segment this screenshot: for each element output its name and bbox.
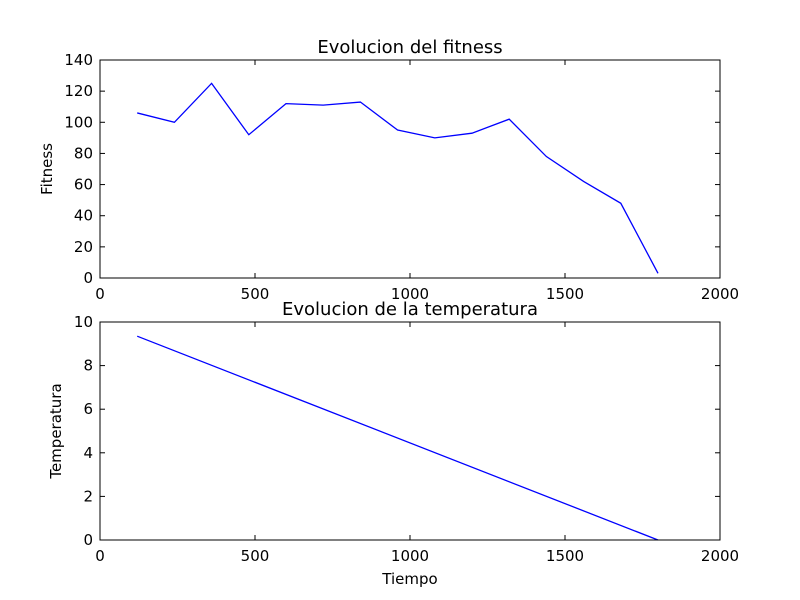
fitness-y-tick-label: 0 <box>83 269 93 287</box>
fitness-x-tick-label: 0 <box>95 285 105 303</box>
temperature-series-line <box>136 335 659 541</box>
fitness-y-tick-label: 120 <box>64 82 93 100</box>
fitness-y-tick-label: 80 <box>74 144 93 162</box>
fitness-x-tick-label: 2000 <box>701 285 739 303</box>
fitness-chart-title: Evolucion del fitness <box>317 37 502 58</box>
fitness-y-axis-label: Fitness <box>38 143 56 195</box>
fitness-y-tick-label: 20 <box>74 238 93 256</box>
temperature-chart-title: Evolucion de la temperatura <box>282 299 538 320</box>
temperature-y-tick-label: 8 <box>83 357 93 375</box>
fitness-chart: Evolucion del fitness Fitness 0 500 1000 15… <box>38 37 739 303</box>
temperature-chart: Evolucion de la temperatura Temperatura … <box>47 299 739 588</box>
temperature-y-tick-label: 6 <box>83 400 93 418</box>
fitness-series-line <box>137 82 659 274</box>
fitness-y-tick-label: 140 <box>64 51 93 69</box>
temperature-x-tick-label: 1000 <box>391 547 429 565</box>
temperature-y-tick-label: 0 <box>83 531 93 549</box>
temperature-x-tick-label: 0 <box>95 547 105 565</box>
temperature-y-tick-label: 2 <box>83 487 93 505</box>
fitness-x-tick-label: 500 <box>241 285 270 303</box>
temperature-x-tick-label: 1500 <box>546 547 584 565</box>
temperature-y-tick-label: 4 <box>83 444 93 462</box>
fitness-y-tick-label: 60 <box>74 176 93 194</box>
temperature-x-tick-label: 2000 <box>701 547 739 565</box>
fitness-axes-frame <box>99 59 721 279</box>
fitness-plot-area: 0 500 1000 1500 2000 0 20 40 60 80 100 120 140 <box>64 51 739 303</box>
temperature-x-axis-label: Tiempo <box>381 570 437 588</box>
temperature-axes-frame <box>99 321 721 541</box>
fitness-x-tick-label: 1000 <box>391 285 429 303</box>
temperature-y-axis-label: Temperatura <box>47 383 65 479</box>
temperature-x-tick-label: 500 <box>241 547 270 565</box>
fitness-y-tick-label: 100 <box>64 113 93 131</box>
temperature-plot-area: 0 500 1000 1500 2000 0 2 4 6 8 10 <box>74 313 739 565</box>
fitness-x-tick-label: 1500 <box>546 285 584 303</box>
temperature-y-tick-label: 10 <box>74 313 93 331</box>
fitness-y-tick-label: 40 <box>74 207 93 225</box>
